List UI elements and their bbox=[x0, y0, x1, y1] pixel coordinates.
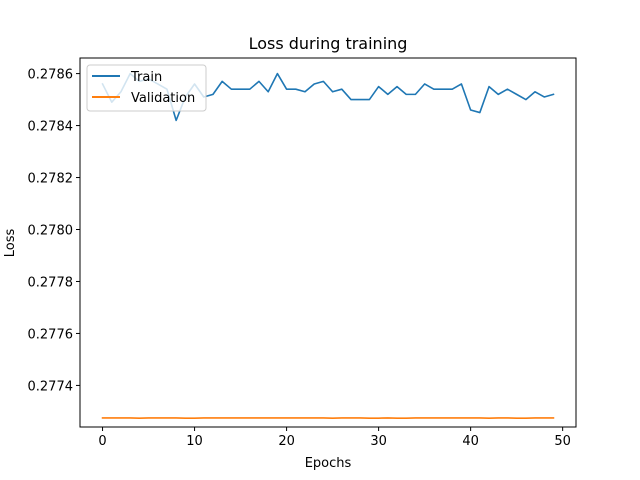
legend: Train Validation bbox=[86, 64, 207, 112]
y-tick-label: 0.2784 bbox=[28, 120, 74, 135]
y-axis-ticks: 0.2774 0.2776 0.2778 0.2780 0.2782 0.2784 0.27… bbox=[28, 68, 80, 394]
series-line-train bbox=[101, 72, 555, 122]
x-axis-label: Epochs bbox=[305, 456, 352, 471]
y-tick-label: 0.2780 bbox=[28, 224, 74, 239]
plot-area bbox=[79, 57, 577, 428]
y-tick-label: 0.2782 bbox=[28, 172, 74, 187]
y-axis-label: Loss bbox=[3, 229, 18, 258]
legend-label-validation: Validation bbox=[131, 91, 195, 106]
x-tick-label: 10 bbox=[186, 434, 203, 449]
axes-frame bbox=[79, 57, 577, 428]
x-tick-label: 50 bbox=[554, 434, 571, 449]
series-layer bbox=[101, 72, 555, 419]
x-tick-label: 0 bbox=[98, 434, 106, 449]
y-tick-label: 0.2776 bbox=[28, 327, 74, 342]
y-tick-label: 0.2778 bbox=[28, 275, 74, 290]
x-axis-ticks: 0 10 20 30 40 50 bbox=[98, 427, 571, 449]
legend-label-train: Train bbox=[130, 70, 162, 85]
x-tick-label: 30 bbox=[370, 434, 387, 449]
x-tick-label: 20 bbox=[278, 434, 295, 449]
y-tick-label: 0.2786 bbox=[28, 68, 74, 83]
y-tick-label: 0.2774 bbox=[28, 379, 74, 394]
x-tick-label: 40 bbox=[462, 434, 479, 449]
chart-title: Loss during training bbox=[249, 34, 408, 53]
